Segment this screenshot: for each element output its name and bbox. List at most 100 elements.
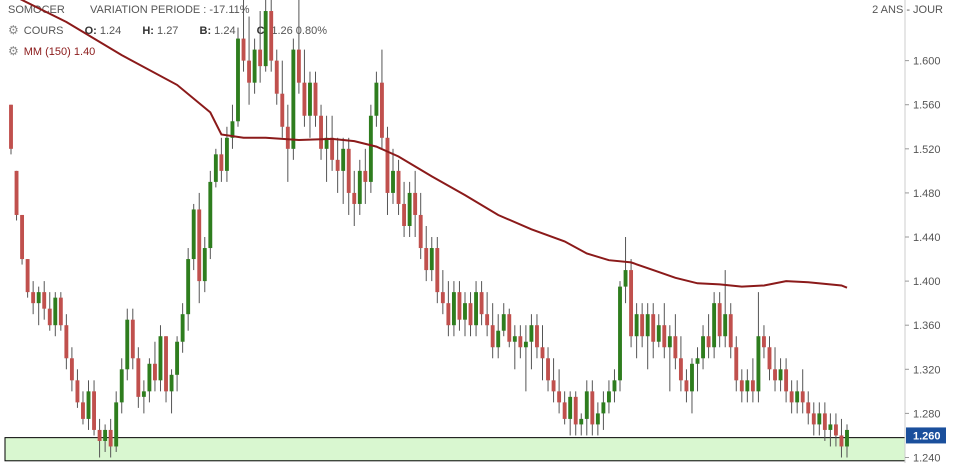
candle-body xyxy=(86,391,91,419)
candle xyxy=(396,159,401,215)
candle xyxy=(723,270,728,348)
candle-body xyxy=(319,115,323,149)
candle-body xyxy=(623,270,628,287)
candle-body xyxy=(125,319,130,370)
candle xyxy=(385,126,390,215)
candle-body xyxy=(507,314,512,342)
candle xyxy=(274,49,279,105)
candle xyxy=(789,380,794,414)
y-tick-label: 1.360 xyxy=(913,320,941,332)
candle xyxy=(136,347,141,408)
candle-body xyxy=(230,121,235,138)
candle-body xyxy=(141,391,146,397)
candle xyxy=(833,413,838,447)
candle-body xyxy=(446,303,451,326)
candle-body xyxy=(352,192,357,204)
candle-body xyxy=(208,181,213,249)
candle xyxy=(595,402,600,436)
candle xyxy=(817,402,822,436)
candle xyxy=(180,303,185,353)
candle xyxy=(202,237,207,293)
candle-body xyxy=(224,137,229,171)
candle-body xyxy=(75,380,80,403)
candle xyxy=(468,292,473,337)
candle xyxy=(357,159,362,215)
candle-body xyxy=(363,170,368,182)
candle xyxy=(20,214,25,265)
gear-icon[interactable]: ⚙ xyxy=(8,44,19,58)
y-tick-label: 1.560 xyxy=(913,100,941,112)
candle xyxy=(756,292,761,403)
candle-body xyxy=(584,391,589,419)
candle-body xyxy=(474,292,478,326)
candle-body xyxy=(728,314,733,348)
candle-body xyxy=(618,286,622,381)
candle xyxy=(623,237,628,304)
candle-body xyxy=(778,369,783,381)
candle-body xyxy=(773,369,777,381)
candle xyxy=(335,137,340,193)
candle-body xyxy=(20,214,25,260)
candle-body xyxy=(269,11,274,61)
candle xyxy=(523,325,528,392)
legend-o-value: 1.24 xyxy=(99,25,122,37)
candle-body xyxy=(833,424,838,436)
candle-body xyxy=(42,292,47,309)
candle-body xyxy=(263,11,268,67)
candle-body xyxy=(518,336,523,348)
candle-body xyxy=(241,38,246,61)
candle-body xyxy=(811,413,816,425)
candle-body xyxy=(374,82,379,116)
candle-body xyxy=(468,303,473,326)
candle xyxy=(518,325,523,359)
candle xyxy=(678,336,683,392)
candle xyxy=(97,418,102,458)
candle xyxy=(606,380,611,414)
candle xyxy=(640,303,645,348)
candle xyxy=(58,292,63,331)
candle-body xyxy=(424,248,429,271)
legend-mm: ⚙ MM (150) 1.40 xyxy=(8,44,95,58)
candle xyxy=(845,424,849,458)
candle xyxy=(413,170,418,238)
candle xyxy=(485,292,490,337)
candle-body xyxy=(634,314,639,337)
candle-body xyxy=(247,60,252,83)
candle xyxy=(750,358,755,403)
candle-body xyxy=(789,391,794,403)
candle-body xyxy=(496,330,501,348)
candle xyxy=(153,341,157,392)
candle xyxy=(330,115,335,171)
candle-body xyxy=(712,303,717,348)
candle-body xyxy=(368,115,373,182)
candle xyxy=(811,402,816,436)
timeframe-label[interactable]: 2 ANS - JOUR xyxy=(872,4,943,16)
candle-body xyxy=(274,60,279,94)
candle-body xyxy=(745,380,750,392)
candle-body xyxy=(463,303,467,320)
candle-body xyxy=(429,248,434,271)
candle-body xyxy=(330,137,335,160)
gear-icon[interactable]: ⚙ xyxy=(8,23,19,37)
candle xyxy=(164,336,168,403)
candle xyxy=(75,369,80,408)
candle-body xyxy=(97,429,102,441)
candle-body xyxy=(606,391,611,403)
candle xyxy=(629,259,634,348)
candle xyxy=(53,292,58,337)
candle xyxy=(241,0,246,72)
candle-body xyxy=(485,314,490,326)
candle xyxy=(47,292,52,331)
legend-c-label: C: xyxy=(256,25,269,37)
candle-body xyxy=(490,325,495,348)
candle xyxy=(435,237,440,304)
candle-body xyxy=(169,374,174,392)
candle-body xyxy=(645,314,650,337)
candle xyxy=(529,314,534,370)
candle xyxy=(213,148,218,188)
candle-body xyxy=(767,347,772,370)
candle-body xyxy=(717,303,722,337)
candle xyxy=(540,325,545,381)
support-band xyxy=(4,437,906,462)
